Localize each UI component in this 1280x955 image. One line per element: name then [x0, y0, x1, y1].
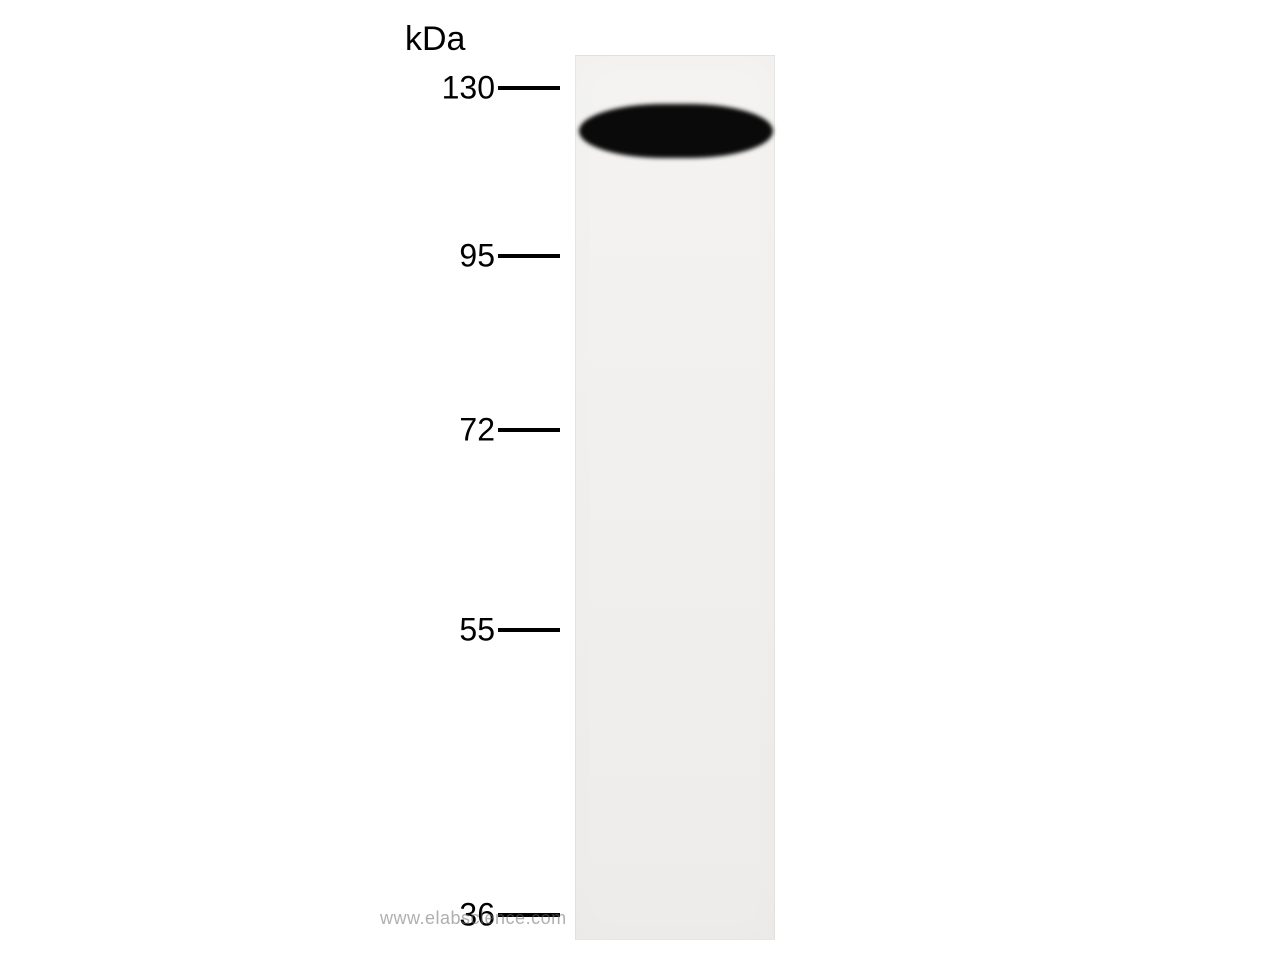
blot-lane — [575, 55, 775, 940]
axis-title-kda: kDa — [405, 20, 465, 59]
protein-band — [579, 104, 773, 158]
mw-marker-55: 55 — [0, 614, 560, 646]
watermark-text: www.elabscience.com — [380, 908, 567, 929]
mw-label: 72 — [0, 412, 495, 449]
mw-label: 95 — [0, 238, 495, 275]
western-blot-figure: kDa 13095725536 www.elabscience.com — [0, 0, 1280, 955]
mw-label: 55 — [0, 612, 495, 649]
mw-marker-130: 130 — [0, 72, 560, 104]
mw-marker-72: 72 — [0, 414, 560, 446]
mw-tick — [498, 428, 560, 432]
mw-tick — [498, 628, 560, 632]
mw-label: 130 — [0, 70, 495, 107]
mw-tick — [498, 86, 560, 90]
mw-tick — [498, 254, 560, 258]
mw-marker-95: 95 — [0, 240, 560, 272]
